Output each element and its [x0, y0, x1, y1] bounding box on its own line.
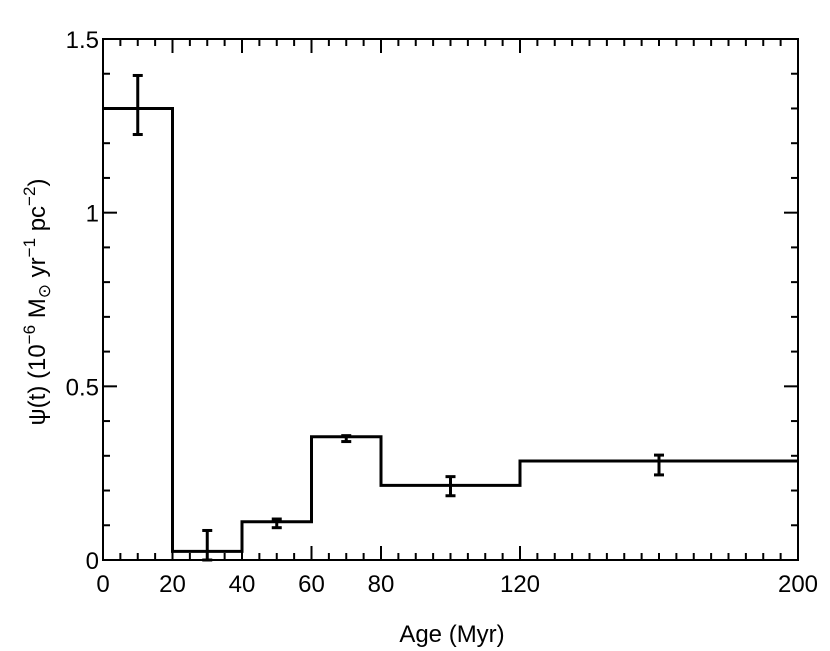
y-axis-title-yr: yr [24, 257, 51, 284]
y-axis-title-sun-symbol: ⊙ [35, 284, 54, 298]
step-series-path [103, 106, 798, 553]
x-axis-title: Age (Myr) [399, 621, 504, 648]
x-tick-label: 80 [368, 571, 395, 598]
y-tick-label: 1 [86, 201, 99, 228]
y-axis-title-pc: pc [24, 206, 51, 238]
y-axis-title-suffix: ) [24, 179, 51, 187]
y-tick-label: 1.5 [66, 27, 99, 54]
y-axis-title-exp3: −2 [20, 187, 39, 206]
error-bar [341, 434, 352, 444]
y-axis-title-exp2: −1 [20, 238, 39, 257]
x-tick-label: 120 [500, 571, 540, 598]
error-bar [654, 453, 664, 477]
x-tick-label: 60 [298, 571, 325, 598]
error-bar [202, 528, 213, 562]
error-bar [445, 475, 456, 498]
error-bars [132, 73, 664, 562]
y-axis-title-exp1: −6 [20, 325, 39, 344]
y-axis-title-prefix: ψ(t) (10 [24, 344, 51, 425]
error-bar [132, 73, 143, 137]
series-line [103, 106, 798, 553]
x-tick-label: 20 [159, 571, 186, 598]
x-tick-label: 40 [229, 571, 256, 598]
axis-ticks [102, 38, 799, 561]
y-tick-label: 0.5 [66, 374, 99, 401]
y-tick-label: 0 [86, 548, 99, 575]
y-axis-title: ψ(t) (10−6 M⊙ yr−1 pc−2) [20, 179, 54, 426]
x-tick-label: 0 [96, 571, 109, 598]
x-tick-label: 200 [778, 571, 818, 598]
y-axis-title-msun: M [24, 298, 51, 325]
error-bar [271, 517, 282, 530]
axis-tick-labels: 0 20 40 60 80 120 200 0 0.5 1 1.5 [66, 27, 818, 598]
